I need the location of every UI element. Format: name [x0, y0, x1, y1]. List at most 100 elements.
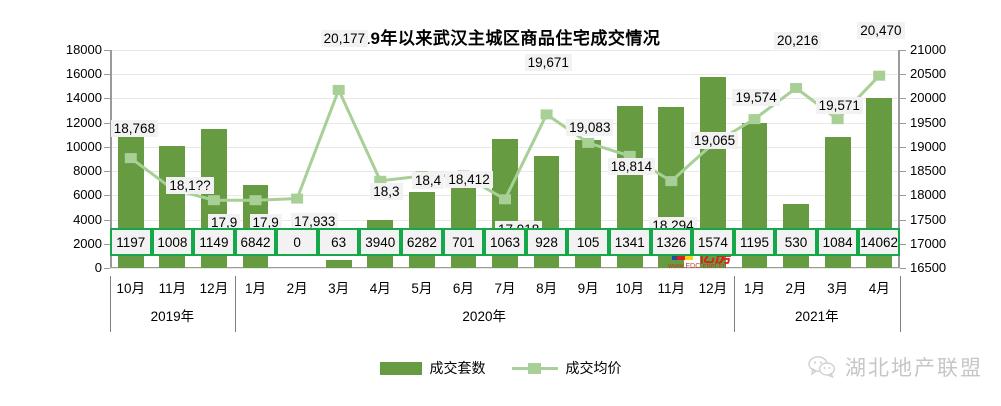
table-cell: 63 — [317, 228, 360, 256]
right-axis-line — [898, 50, 900, 268]
left-axis-tick-label: 0 — [94, 260, 102, 275]
category-label: 12月 — [199, 281, 229, 296]
line-marker — [332, 84, 345, 95]
price-value-label: 20,216 — [774, 31, 822, 49]
category-label: 3月 — [328, 281, 350, 296]
line-marker — [748, 114, 761, 125]
right-axis-tick — [900, 122, 906, 124]
gridline — [110, 122, 900, 124]
price-value-label: 17,9 — [207, 214, 241, 232]
category-label: 5月 — [411, 281, 433, 296]
line-marker — [291, 193, 304, 204]
right-axis-tick — [900, 171, 906, 173]
left-axis-tick — [104, 50, 110, 51]
left-axis-tick — [104, 122, 110, 124]
category-label: 7月 — [494, 281, 516, 296]
legend-item-bar[interactable]: 成交套数 — [379, 358, 486, 378]
category-label: 4月 — [868, 281, 890, 296]
right-axis-tick-label: 17500 — [910, 211, 947, 227]
category-label: 8月 — [536, 281, 558, 296]
left-axis-tick-label: 18000 — [65, 42, 102, 57]
table-cell: 1008 — [151, 228, 194, 256]
category-label: 1月 — [245, 281, 267, 296]
right-axis-tick-label: 21000 — [910, 42, 947, 57]
left-axis-tick-label: 16000 — [65, 66, 102, 82]
line-marker — [499, 194, 511, 205]
right-axis-tick-label: 17000 — [910, 235, 947, 251]
chart-legend: 成交套数 成交均价 — [0, 358, 1001, 378]
right-axis-tick — [900, 195, 906, 197]
left-axis-tick-label: 10000 — [65, 138, 102, 154]
price-value-label: 19,571 — [815, 97, 863, 115]
legend-item-line[interactable]: 成交均价 — [511, 358, 622, 378]
line-marker — [665, 176, 678, 187]
right-axis-tick-label: 18500 — [910, 163, 947, 179]
right-axis-tick-label: 20500 — [910, 66, 947, 82]
legend-line-swatch-icon — [511, 361, 558, 375]
left-axis-tick — [104, 171, 110, 173]
left-axis-tick — [104, 74, 110, 76]
right-axis-tick — [900, 146, 906, 148]
table-cell: 14062 — [858, 228, 900, 256]
category-label: 10月 — [615, 281, 644, 296]
price-value-label: 20,470 — [857, 21, 905, 39]
legend-bar-swatch-icon — [379, 361, 422, 375]
table-cell: 1195 — [733, 228, 776, 256]
right-axis-tick-label: 20000 — [910, 90, 947, 106]
category-label: 1月 — [743, 281, 765, 296]
price-value-label: 18,412 — [445, 171, 493, 189]
table-cell: 6842 — [234, 228, 277, 256]
legend-line-label: 成交均价 — [565, 360, 622, 376]
line-marker — [790, 83, 803, 93]
year-group-labels: 2019年 2020年 2021年 — [110, 305, 900, 329]
year-separator-start — [110, 276, 111, 332]
year-label: 2021年 — [795, 309, 839, 324]
table-cell: 530 — [775, 228, 817, 256]
table-cell: 928 — [525, 228, 568, 256]
table-cell: 0 — [276, 228, 318, 256]
line-marker — [582, 137, 595, 148]
year-separator — [234, 276, 236, 332]
legend-bar-label: 成交套数 — [429, 360, 486, 376]
right-axis-tick-label: 18000 — [910, 187, 947, 203]
line-marker — [873, 70, 886, 81]
table-cell: 1326 — [650, 228, 693, 256]
right-axis-tick — [900, 243, 906, 245]
fdc-logo-url: www.FDC.com.cn — [668, 263, 727, 270]
right-axis-tick — [900, 74, 906, 76]
gridline — [110, 98, 900, 100]
category-label: 2月 — [785, 281, 807, 296]
price-value-label: 18,1?? — [166, 176, 214, 194]
year-separator-end — [900, 276, 901, 332]
line-marker — [249, 195, 262, 206]
wechat-icon — [808, 356, 836, 378]
year-label: 2020年 — [462, 309, 506, 324]
price-value-label: 19,065 — [690, 131, 739, 149]
left-axis-tick — [104, 98, 110, 100]
line-marker — [374, 175, 387, 186]
right-axis-tick — [900, 219, 906, 221]
left-axis-line — [110, 50, 112, 268]
price-value-label: 18,3 — [370, 182, 403, 200]
price-value-label: 18,768 — [110, 120, 159, 138]
right-axis-tick — [900, 268, 906, 269]
price-value-label: 19,083 — [566, 118, 614, 136]
price-value-label: 20,177 — [320, 29, 368, 47]
left-axis-tick-label: 2000 — [73, 235, 102, 251]
table-cell: 6282 — [401, 228, 443, 256]
left-axis-tick-label: 12000 — [65, 114, 102, 130]
category-label: 2月 — [286, 281, 308, 296]
left-axis-tick-label: 14000 — [65, 90, 102, 106]
category-label: 12月 — [698, 281, 728, 296]
category-label: 9月 — [577, 281, 599, 296]
bar — [325, 260, 352, 268]
gridline — [110, 50, 900, 51]
table-cell: 105 — [567, 228, 609, 256]
table-cell: 1084 — [816, 228, 859, 256]
price-value-label: 19,574 — [732, 89, 780, 107]
left-axis-tick-label: 6000 — [73, 187, 102, 203]
price-value-label: 18,814 — [607, 157, 656, 175]
right-axis-tick — [900, 98, 906, 100]
watermark-text: 湖北地产联盟 — [845, 357, 983, 380]
